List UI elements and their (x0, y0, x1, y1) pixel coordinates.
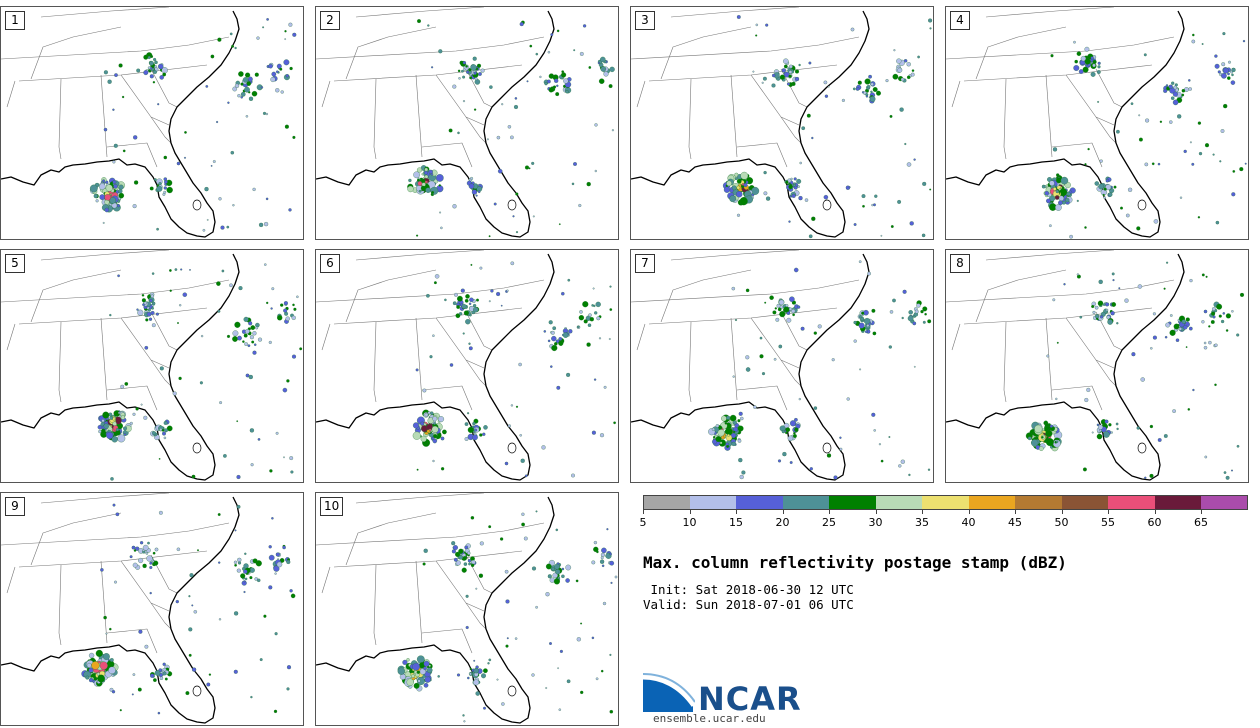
reflectivity-map (316, 493, 618, 724)
member-number: 9 (5, 497, 25, 516)
colorbar-tick (875, 510, 877, 514)
colorbar-segment (1201, 495, 1248, 510)
member-panel-5: 5 (0, 249, 304, 483)
member-number: 7 (635, 254, 655, 273)
reflectivity-map (1, 493, 296, 724)
member-panel-4: 4 (945, 6, 1249, 240)
reflectivity-map (631, 250, 932, 481)
reflectivity-map (946, 7, 1247, 239)
colorbar-tick-label: 50 (1054, 516, 1069, 529)
colorbar-tick-label: 40 (961, 516, 976, 529)
member-number: 5 (5, 254, 25, 273)
colorbar-tick-label: 30 (868, 516, 883, 529)
colorbar-tick (643, 510, 644, 514)
colorbar-segment (922, 495, 969, 510)
colorbar-tick-label: 65 (1194, 516, 1208, 529)
colorbar-segment (782, 495, 830, 510)
colorbar-segment (736, 495, 783, 510)
colorbar-tick-label: 20 (775, 516, 790, 529)
member-panel-2: 2 (315, 6, 619, 240)
member-panel-3: 3 (630, 6, 934, 240)
member-panel-9: 9 (0, 492, 304, 726)
colorbar-tick-label: 5 (639, 516, 647, 529)
logo-url: ensemble.ucar.edu (653, 712, 766, 725)
colorbar-tick-label: 10 (682, 516, 697, 529)
colorbar-tick (829, 510, 830, 514)
colorbar-tick-label: 55 (1101, 516, 1115, 529)
colorbar-segment (1061, 495, 1109, 510)
member-number: 8 (950, 254, 970, 273)
reflectivity-map (631, 7, 933, 239)
member-number: 2 (320, 11, 340, 30)
colorbar-tick (1108, 510, 1109, 514)
member-panel-6: 6 (315, 249, 619, 483)
ncar-logo-icon (643, 673, 695, 712)
colorbar-tick (1061, 510, 1063, 514)
colorbar-tick-label: 25 (822, 516, 836, 529)
member-panel-7: 7 (630, 249, 934, 483)
member-number: 4 (950, 11, 970, 30)
colorbar-segment (1108, 495, 1155, 510)
colorbar-tick-label: 45 (1008, 516, 1022, 529)
valid-time: Valid: Sun 2018-07-01 06 UTC (643, 597, 854, 612)
colorbar-tick (736, 510, 737, 514)
colorbar-tick-label: 60 (1147, 516, 1162, 529)
reflectivity-map (316, 250, 616, 481)
reflectivity-map (1, 7, 297, 238)
colorbar-tick (922, 510, 923, 514)
colorbar-tick (1015, 510, 1016, 514)
colorbar-frame (643, 495, 1248, 510)
colorbar-segment (1015, 495, 1062, 510)
colorbar-tick-label: 35 (915, 516, 929, 529)
member-panel-1: 1 (0, 6, 304, 240)
colorbar-segment (643, 495, 690, 510)
member-number: 6 (320, 254, 340, 273)
colorbar-tick (782, 510, 784, 514)
reflectivity-map (316, 7, 615, 238)
reflectivity-map (946, 250, 1245, 481)
figure-title: Max. column reflectivity postage stamp (… (643, 553, 1067, 572)
member-panel-8: 8 (945, 249, 1249, 483)
member-number: 10 (320, 497, 344, 516)
colorbar-tick (968, 510, 970, 514)
reflectivity-map (1, 250, 303, 481)
colorbar-tick-label: 15 (729, 516, 743, 529)
colorbar-segment (689, 495, 737, 510)
colorbar-tick (689, 510, 691, 514)
colorbar-segment (875, 495, 923, 510)
colorbar-segment (1154, 495, 1202, 510)
init-time: Init: Sat 2018-06-30 12 UTC (643, 582, 854, 597)
colorbar-tick (1154, 510, 1156, 514)
colorbar-segment (968, 495, 1016, 510)
member-panel-10: 10 (315, 492, 619, 726)
ncar-wordmark: NCAR (698, 680, 802, 718)
member-number: 3 (635, 11, 655, 30)
member-number: 1 (5, 11, 25, 30)
colorbar-tick (1201, 510, 1202, 514)
colorbar-segment (829, 495, 876, 510)
